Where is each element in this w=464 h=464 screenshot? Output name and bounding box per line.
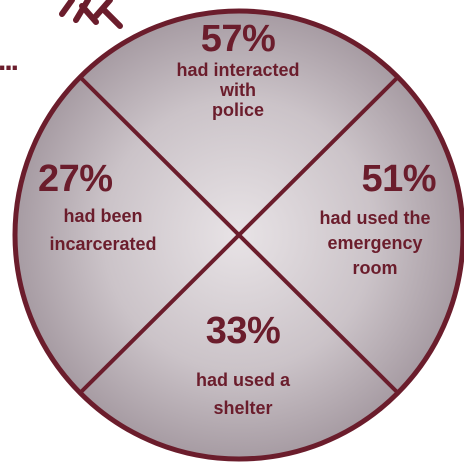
label-bottom-1: had used a <box>195 369 291 390</box>
percent-bottom: 33% <box>205 310 281 352</box>
label-right-2: emergency <box>327 232 423 253</box>
percent-right: 51% <box>361 158 436 200</box>
section-bottom: 33% had used a shelter <box>158 310 328 418</box>
section-left: 27% had been incarcerated <box>28 158 178 254</box>
divider-line-2 <box>78 75 400 395</box>
percent-left: 27% <box>38 158 113 200</box>
decorative-strokes <box>59 0 123 29</box>
label-top-1: had interacted <box>176 59 300 80</box>
label-top-3: police <box>211 99 264 120</box>
label-right-3: room <box>352 257 398 278</box>
label-left-1: had been <box>63 205 143 226</box>
ellipsis-text: ... <box>0 44 19 77</box>
label-right-1: had used the <box>319 207 431 228</box>
label-top-2: with <box>220 79 256 100</box>
percent-top: 57% <box>200 18 276 60</box>
label-bottom-2: shelter <box>213 397 273 418</box>
label-left-2: incarcerated <box>49 233 157 254</box>
section-top: 57% had interacted with police <box>158 18 318 120</box>
section-right: 51% had used the emergency room <box>300 158 450 278</box>
